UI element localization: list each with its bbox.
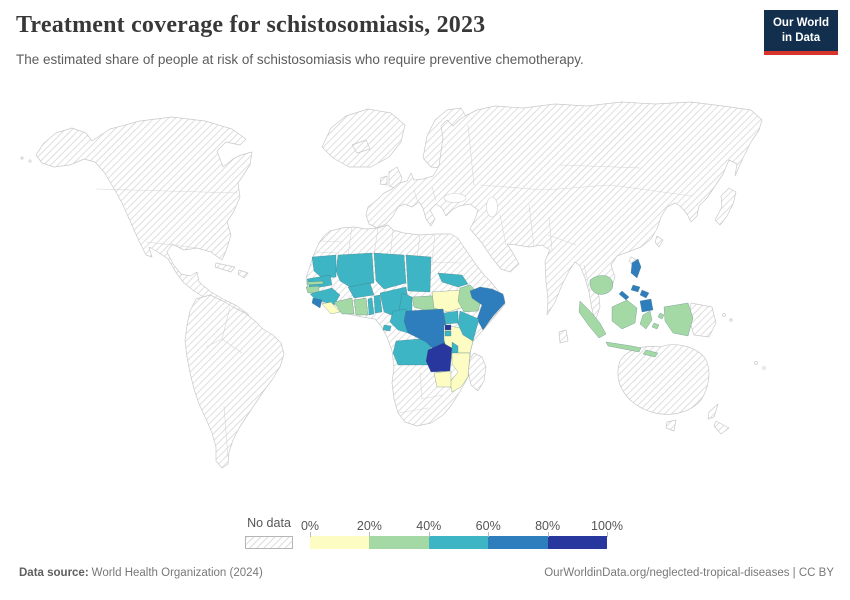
legend-tick-mark	[607, 532, 608, 537]
island-greenland	[321, 108, 406, 168]
legend-bin-4[interactable]	[547, 536, 608, 549]
country-indonesia-java[interactable]	[605, 341, 642, 353]
island-dot	[722, 313, 726, 317]
country-indonesia-lesser-sunda[interactable]	[642, 349, 659, 358]
legend-bin-3[interactable]	[488, 536, 548, 549]
island-dot	[754, 361, 758, 365]
legend-colorbar	[310, 536, 608, 549]
legend-ticks: 0% 20% 40% 60% 80% 100%	[301, 516, 623, 537]
country-indonesia-borneo[interactable]	[611, 299, 638, 330]
country-philippines-visayas[interactable]	[639, 289, 650, 299]
country-cambodia[interactable]	[589, 275, 614, 295]
island-cuba	[214, 262, 236, 273]
legend-no-data-swatch[interactable]	[245, 536, 293, 549]
island-new-guinea-east	[688, 302, 717, 338]
data-source: Data source: World Health Organization (2…	[16, 567, 263, 579]
island-dot	[729, 318, 733, 322]
legend-tick-mark	[310, 532, 311, 537]
caspian-sea	[486, 196, 498, 218]
legend-bin-2[interactable]	[428, 536, 489, 549]
country-burkina-faso[interactable]	[347, 282, 375, 299]
chart-footer: Data source: World Health Organization (2…	[16, 567, 834, 579]
legend-tick-mark	[369, 532, 371, 537]
island-ireland	[379, 175, 388, 186]
island-tasmania	[665, 419, 677, 432]
legend-no-data[interactable]: No data	[245, 516, 293, 549]
credit-link[interactable]: OurWorldinData.org/neglected-tropical-di…	[544, 567, 834, 579]
data-source-value: World Health Organization (2024)	[91, 567, 263, 579]
legend-colorbar-wrap: 0% 20% 40% 60% 80% 100%	[301, 516, 623, 549]
island-dot	[762, 366, 766, 370]
country-niger[interactable]	[373, 252, 407, 290]
country-borders	[95, 124, 693, 458]
country-sierra-leone[interactable]	[311, 297, 323, 309]
country-indonesia-moluccas[interactable]	[657, 312, 665, 320]
legend-bin-1[interactable]	[369, 536, 429, 549]
country-indonesia-moluccas[interactable]	[651, 322, 660, 330]
map-legend: No data 0% 20% 40% 60% 80% 100%	[0, 516, 850, 552]
island-taiwan	[654, 235, 664, 248]
country-philippines-palawan[interactable]	[618, 290, 630, 301]
island-dot	[20, 156, 24, 160]
legend-no-data-label: No data	[247, 516, 291, 530]
world-map[interactable]	[0, 95, 850, 505]
data-source-label: Data source:	[19, 567, 89, 579]
country-indonesia-sumatra[interactable]	[578, 300, 607, 339]
country-congo[interactable]	[389, 308, 409, 334]
island-new-zealand-north	[707, 403, 719, 420]
legend-tick-label: 100%	[591, 519, 623, 533]
island-dot	[28, 159, 32, 163]
legend-tick-label: 80%	[535, 519, 561, 533]
black-sea	[443, 193, 467, 203]
island-sri-lanka	[558, 329, 569, 344]
island-hispaniola	[237, 269, 249, 279]
continent-south-america	[184, 294, 285, 469]
legend-tick-mark	[428, 532, 430, 537]
country-mozambique[interactable]	[449, 352, 471, 393]
country-philippines-visayas[interactable]	[630, 284, 641, 293]
island-new-zealand-south	[713, 420, 730, 435]
legend-tick-label: 0%	[300, 519, 320, 533]
country-ghana[interactable]	[353, 297, 369, 316]
continent-north-america	[35, 116, 253, 324]
country-eritrea[interactable]	[437, 272, 469, 288]
country-rwanda[interactable]	[444, 324, 452, 331]
country-south-sudan[interactable]	[431, 289, 465, 313]
legend-tick-mark	[547, 532, 549, 537]
legend-bin-0[interactable]	[310, 536, 370, 549]
country-indonesia-west-papua[interactable]	[663, 302, 694, 337]
country-benin[interactable]	[373, 294, 383, 314]
island-madagascar	[467, 352, 487, 392]
island-iceland	[351, 139, 371, 154]
owid-logo-line2: in Data	[781, 31, 821, 44]
country-liberia[interactable]	[321, 301, 341, 315]
island-japan	[714, 187, 737, 226]
country-equatorial-guinea[interactable]	[382, 324, 392, 332]
country-chad[interactable]	[405, 254, 432, 293]
legend-tick-mark	[488, 532, 490, 537]
continent-eurasia	[365, 101, 763, 320]
country-gambia[interactable]	[306, 280, 324, 286]
legend-tick-label: 60%	[475, 519, 501, 533]
country-philippines-mindanao[interactable]	[639, 298, 654, 313]
continent-australia	[617, 344, 710, 415]
country-indonesia-sulawesi[interactable]	[639, 310, 653, 330]
legend-tick-label: 20%	[356, 519, 382, 533]
country-burundi[interactable]	[444, 330, 452, 337]
country-cote-divoire[interactable]	[333, 297, 355, 315]
country-mali[interactable]	[335, 252, 375, 288]
owid-logo-line1: Our World	[772, 17, 829, 29]
country-philippines-luzon[interactable]	[630, 258, 642, 279]
page-subtitle: The estimated share of people at risk of…	[16, 52, 584, 67]
country-kenya[interactable]	[457, 310, 480, 342]
page-title: Treatment coverage for schistosomiasis, …	[16, 12, 486, 38]
legend-tick-label: 40%	[416, 519, 442, 533]
country-zimbabwe[interactable]	[433, 370, 452, 388]
owid-logo[interactable]: Our World in Data	[763, 10, 838, 55]
country-uganda[interactable]	[443, 310, 459, 325]
country-togo[interactable]	[367, 297, 375, 316]
